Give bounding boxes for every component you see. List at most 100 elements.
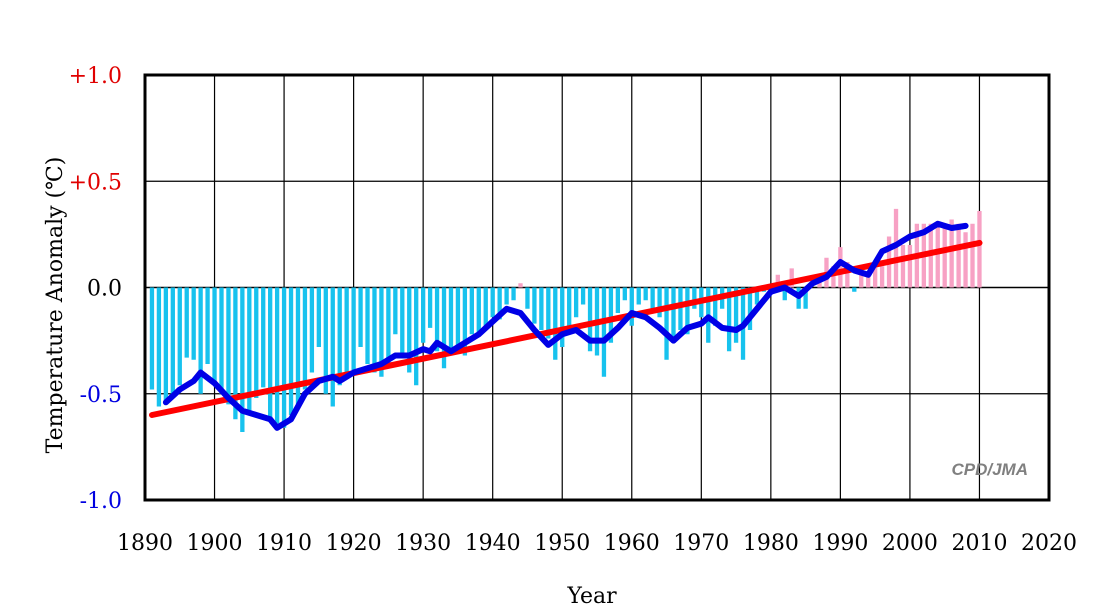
- bar-1951: [567, 287, 572, 335]
- bar-1978: [754, 287, 760, 305]
- bar-1910: [281, 287, 287, 428]
- bar-1992: [852, 287, 857, 292]
- y-tick-label: +1.0: [69, 64, 122, 89]
- bar-2010: [977, 211, 982, 288]
- bar-1964: [657, 287, 662, 318]
- bar-1925: [386, 287, 391, 364]
- bar-1946: [532, 287, 537, 324]
- bar-1924: [379, 287, 384, 377]
- bar-1995: [872, 262, 878, 288]
- bar-2009: [970, 223, 975, 288]
- y-tick-label: 0.0: [87, 277, 122, 302]
- bar-1927: [400, 287, 405, 356]
- bar-2000: [907, 245, 913, 288]
- x-tick-label: 2000: [882, 531, 938, 556]
- bar-1914: [309, 287, 315, 373]
- bar-1944: [518, 283, 523, 288]
- bar-2004: [935, 223, 940, 288]
- y-axis-title: Temperature Anomaly (℃): [43, 157, 68, 454]
- bar-1911: [288, 287, 294, 415]
- bar-1903: [233, 287, 238, 420]
- bar-1933: [441, 287, 447, 369]
- bar-1982: [782, 287, 787, 301]
- bar-1906: [254, 287, 259, 398]
- trend-line: [149, 239, 983, 418]
- bar-1956: [601, 287, 607, 377]
- bar-1941: [497, 287, 502, 320]
- y-axis-ticks: +1.0 +0.5 0.0 -0.5 -1.0: [69, 64, 122, 514]
- bar-2008: [963, 232, 968, 288]
- bar-1905: [247, 287, 252, 415]
- bar-1923: [372, 287, 377, 373]
- x-tick-label: 1910: [256, 531, 312, 556]
- bar-1975: [733, 287, 739, 343]
- bar-1958: [615, 287, 621, 313]
- bar-1949: [553, 287, 558, 360]
- x-tick-label: 1920: [326, 531, 382, 556]
- bar-1983: [789, 268, 794, 288]
- bar-1915: [316, 287, 322, 347]
- bar-1932: [434, 287, 440, 352]
- bar-1991: [845, 262, 850, 288]
- x-tick-label: 1890: [117, 531, 173, 556]
- y-tick-label: -1.0: [80, 489, 122, 514]
- bar-1963: [650, 287, 655, 309]
- x-tick-label: 1960: [604, 531, 660, 556]
- bar-1965: [664, 287, 669, 360]
- bar-1902: [226, 287, 231, 405]
- bar-1968: [685, 287, 690, 335]
- bar-1895: [177, 287, 182, 386]
- bar-1922: [365, 287, 370, 364]
- bar-1896: [184, 287, 189, 358]
- bar-1909: [274, 287, 280, 424]
- bar-1917: [330, 287, 335, 407]
- bar-1961: [636, 287, 641, 305]
- bar-1938: [476, 287, 481, 335]
- bar-1947: [539, 287, 544, 330]
- bar-1953: [580, 287, 586, 305]
- annual-anomaly-bars: [149, 208, 982, 432]
- bar-1972: [713, 287, 718, 326]
- bar-1962: [643, 287, 648, 301]
- x-tick-label: 1980: [743, 531, 799, 556]
- bar-1993: [859, 274, 864, 288]
- x-tick-label: 1940: [465, 531, 521, 556]
- bar-1919: [344, 287, 349, 373]
- bar-1897: [191, 287, 196, 360]
- bar-1977: [747, 287, 753, 330]
- bar-1907: [261, 287, 266, 388]
- bar-1981: [775, 274, 780, 288]
- bar-1912: [295, 287, 301, 405]
- bar-1926: [393, 287, 398, 335]
- bar-1996: [879, 266, 885, 288]
- running-mean-line: [162, 220, 969, 431]
- credit-label: CPD/JMA: [951, 460, 1028, 479]
- bar-1939: [483, 287, 488, 326]
- bar-1989: [831, 266, 836, 288]
- bar-1969: [692, 287, 697, 309]
- x-tick-label: 2020: [1021, 531, 1077, 556]
- bar-1913: [302, 287, 308, 390]
- bar-2005: [942, 223, 947, 288]
- bar-1894: [170, 287, 175, 398]
- bar-1898: [198, 287, 203, 394]
- bar-1935: [455, 287, 461, 347]
- bar-1934: [448, 287, 454, 356]
- bar-1892: [156, 287, 162, 407]
- x-tick-label: 1950: [534, 531, 590, 556]
- bar-1974: [726, 287, 732, 352]
- bar-1952: [573, 287, 579, 318]
- bar-1928: [407, 287, 412, 373]
- chart-lines: [149, 220, 983, 431]
- bar-1940: [490, 287, 495, 318]
- bar-1994: [866, 274, 871, 288]
- x-tick-label: 1970: [673, 531, 729, 556]
- bar-1959: [622, 287, 627, 301]
- bar-1942: [504, 287, 509, 305]
- bar-1900: [212, 287, 217, 384]
- bar-1985: [803, 287, 808, 309]
- bar-2006: [949, 219, 954, 288]
- bar-1921: [358, 287, 363, 347]
- bar-1960: [629, 287, 634, 326]
